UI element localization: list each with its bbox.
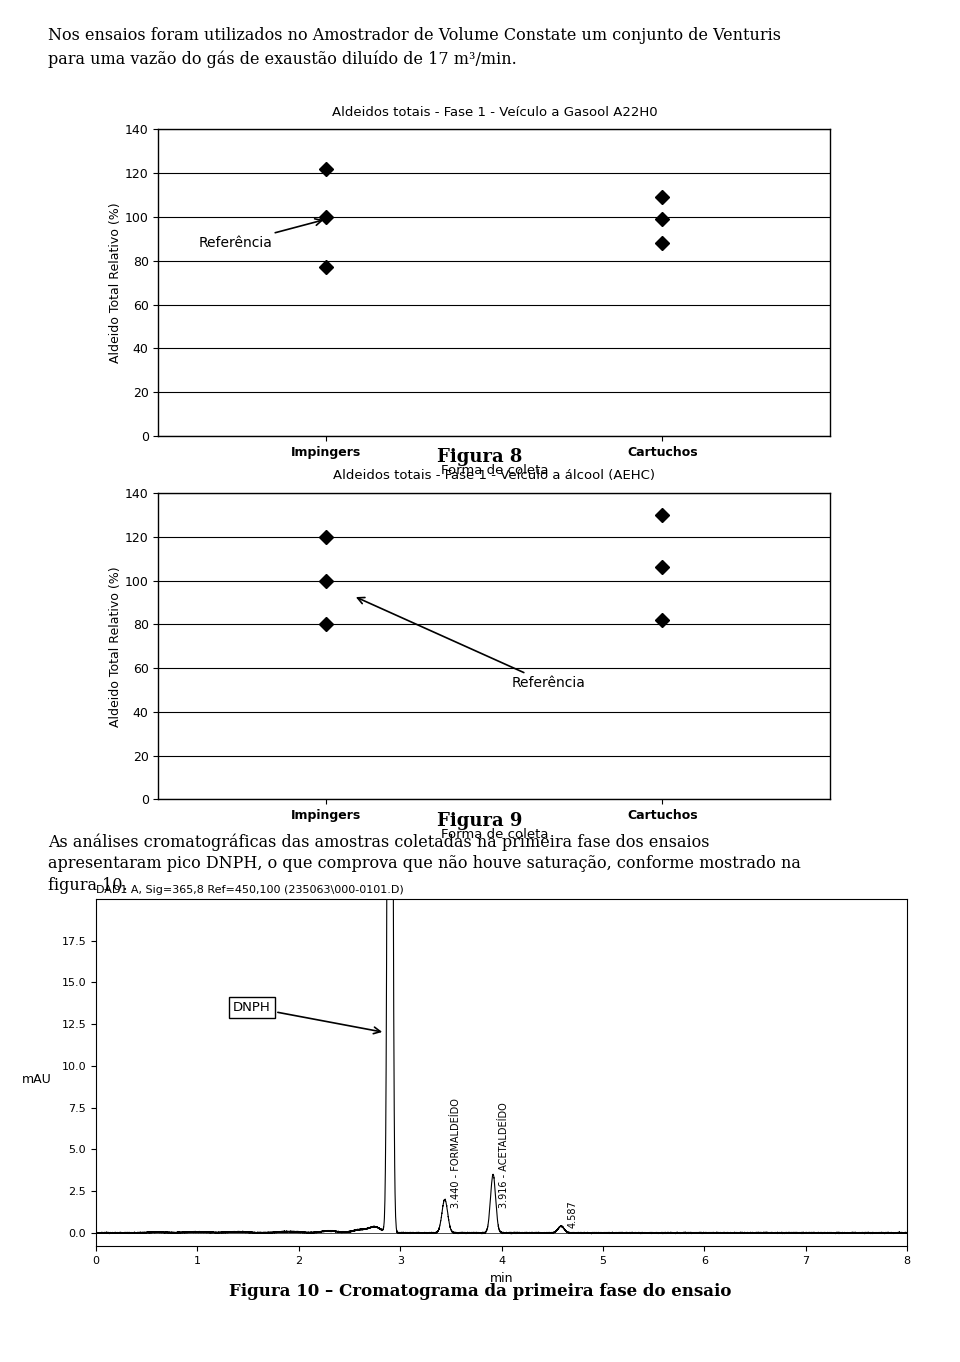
- Title: Aldeidos totais - Fase 1 - Veículo a álcool (AEHC): Aldeidos totais - Fase 1 - Veículo a álc…: [333, 469, 656, 482]
- X-axis label: Forma de coleta: Forma de coleta: [441, 828, 548, 840]
- X-axis label: Forma de coleta: Forma de coleta: [441, 464, 548, 477]
- Text: Referência: Referência: [357, 598, 585, 691]
- Text: Nos ensaios foram utilizados no Amostrador de Volume Constate um conjunto de Ven: Nos ensaios foram utilizados no Amostrad…: [48, 27, 781, 44]
- Text: DNPH: DNPH: [233, 1001, 380, 1034]
- Y-axis label: mAU: mAU: [22, 1073, 52, 1086]
- Text: As análises cromatográficas das amostras coletadas na primeira fase dos ensaios: As análises cromatográficas das amostras…: [48, 834, 709, 851]
- Y-axis label: Aldeido Total Relativo (%): Aldeido Total Relativo (%): [109, 203, 122, 362]
- Text: figura 10.: figura 10.: [48, 877, 128, 893]
- Title: Aldeidos totais - Fase 1 - Veículo a Gasool A22H0: Aldeidos totais - Fase 1 - Veículo a Gas…: [331, 105, 658, 118]
- X-axis label: min: min: [490, 1272, 514, 1284]
- Text: apresentaram pico DNPH, o que comprova que não houve saturação, conforme mostrad: apresentaram pico DNPH, o que comprova q…: [48, 855, 801, 872]
- Text: 3.916 - ACETALDEÍDO: 3.916 - ACETALDEÍDO: [499, 1102, 509, 1208]
- Text: 4.587: 4.587: [567, 1200, 577, 1229]
- Text: Figura 9: Figura 9: [438, 812, 522, 829]
- Text: para uma vazão do gás de exaustão diluído de 17 m³/min.: para uma vazão do gás de exaustão diluíd…: [48, 50, 516, 68]
- Text: 3.440 - FORMALDEÍDO: 3.440 - FORMALDEÍDO: [451, 1098, 461, 1208]
- Text: Referência: Referência: [199, 219, 322, 251]
- Y-axis label: Aldeido Total Relativo (%): Aldeido Total Relativo (%): [109, 567, 122, 726]
- Text: Figura 10 – Cromatograma da primeira fase do ensaio: Figura 10 – Cromatograma da primeira fas…: [228, 1283, 732, 1299]
- Text: DAD1 A, Sig=365,8 Ref=450,100 (235063\000-0101.D): DAD1 A, Sig=365,8 Ref=450,100 (235063\00…: [96, 885, 404, 895]
- Text: Figura 8: Figura 8: [438, 448, 522, 466]
